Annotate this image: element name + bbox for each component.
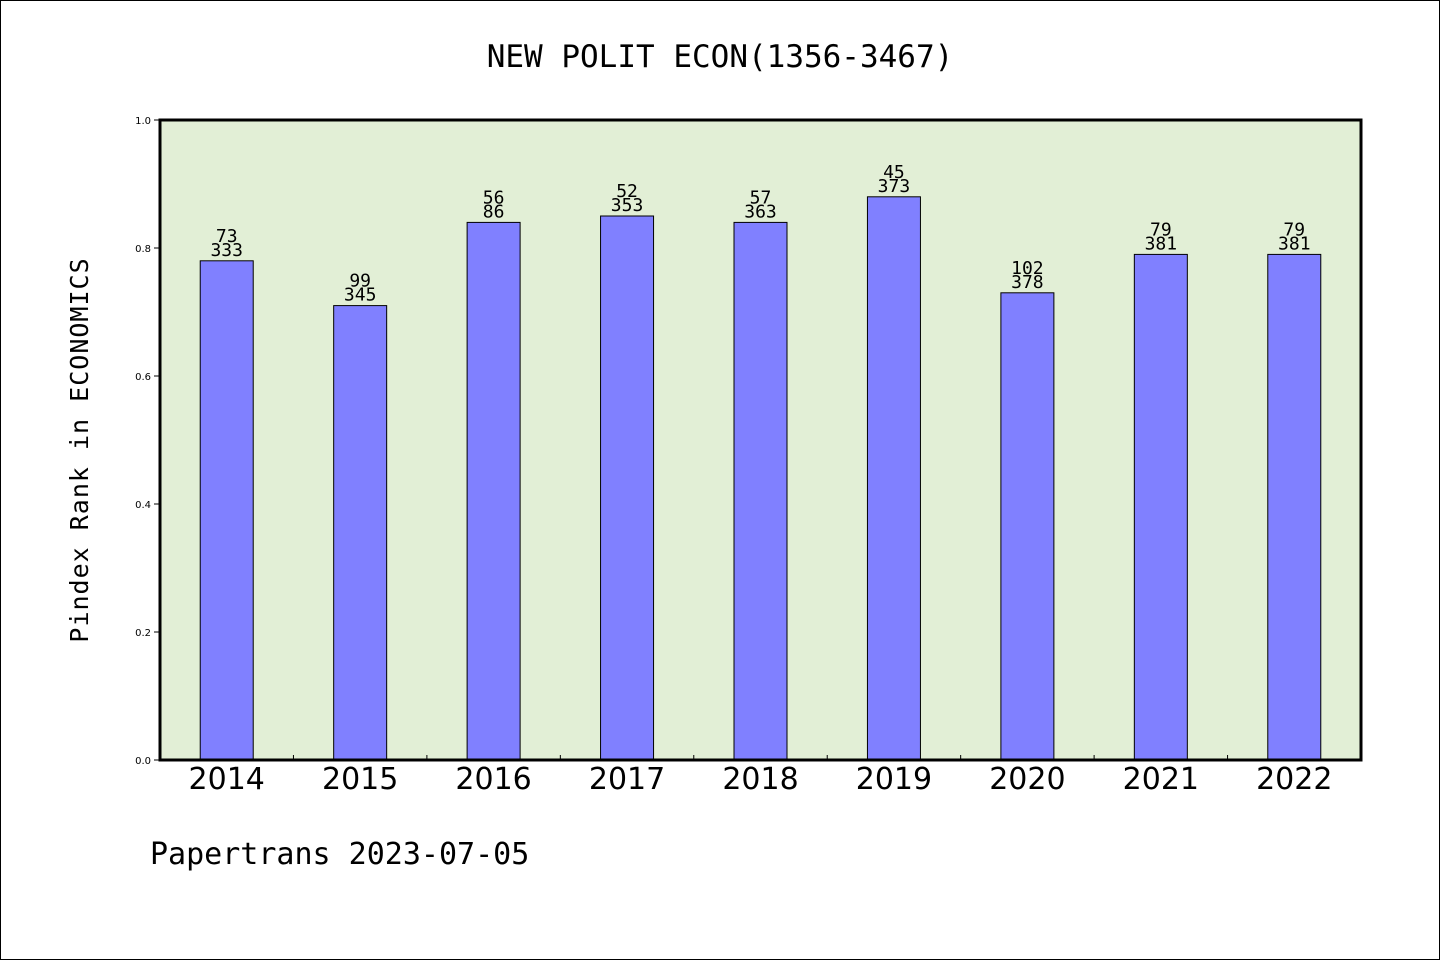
bars <box>199 196 1322 761</box>
x-tick-label-2014: 2014 <box>189 762 265 797</box>
rank-label-2018: 57 <box>750 187 772 208</box>
total-label-2016: 86 <box>483 201 505 222</box>
x-tick-label-2015: 2015 <box>322 762 398 797</box>
rank-label-2019: 45 <box>883 162 905 183</box>
bar-2016 <box>466 221 521 761</box>
rank-label-2014: 73 <box>216 226 238 247</box>
bar-2022 <box>1267 253 1322 761</box>
rank-label-2020: 102 <box>1011 258 1044 279</box>
chart-title: NEW POLIT ECON(1356-3467) <box>487 39 954 75</box>
total-label-2019: 373 <box>878 176 911 197</box>
bar-2019 <box>866 196 921 761</box>
rank-label-2021: 79 <box>1150 219 1172 240</box>
footer-text: Papertrans 2023-07-05 <box>150 837 529 872</box>
x-tick-label-2017: 2017 <box>589 762 665 797</box>
y-tick-label: 0.4 <box>135 500 151 511</box>
bar-2015 <box>333 305 388 761</box>
total-label-2017: 353 <box>611 195 644 216</box>
total-label-2022: 381 <box>1278 233 1311 254</box>
x-tick-label-2018: 2018 <box>722 762 798 797</box>
x-tick-label-2022: 2022 <box>1256 762 1332 797</box>
rank-label-2015: 99 <box>349 271 371 292</box>
bar-2017 <box>600 215 655 761</box>
x-tick-label-2016: 2016 <box>455 762 531 797</box>
bar-2018 <box>733 221 788 761</box>
x-tick-label-2019: 2019 <box>856 762 932 797</box>
y-tick-label: 0.2 <box>135 628 151 639</box>
y-tick-label: 0.0 <box>135 756 151 767</box>
rank-label-2022: 79 <box>1283 219 1305 240</box>
total-label-2018: 363 <box>744 201 777 222</box>
bar-2021 <box>1133 253 1188 761</box>
bar-2020 <box>1000 292 1055 761</box>
x-tick-label-2020: 2020 <box>989 762 1065 797</box>
bar-2014 <box>199 260 254 761</box>
axis-ticks: 2014 2015 2016 2017 2018 2019 2020 2021 2022 0.0 0… <box>135 116 1332 797</box>
total-label-2015: 345 <box>344 285 377 306</box>
y-tick-label: 1.0 <box>135 116 151 127</box>
total-label-2021: 381 <box>1145 233 1178 254</box>
total-label-2020: 378 <box>1011 272 1044 293</box>
plot-border <box>158 118 1363 762</box>
x-tick-label-2021: 2021 <box>1123 762 1199 797</box>
rank-label-2017: 52 <box>616 181 638 202</box>
y-axis-label: Pindex Rank in ECONOMICS <box>65 257 94 642</box>
y-tick-label: 0.6 <box>135 372 151 383</box>
total-label-2014: 333 <box>210 240 243 261</box>
y-tick-label: 0.8 <box>135 244 151 255</box>
rank-label-2016: 56 <box>483 187 505 208</box>
